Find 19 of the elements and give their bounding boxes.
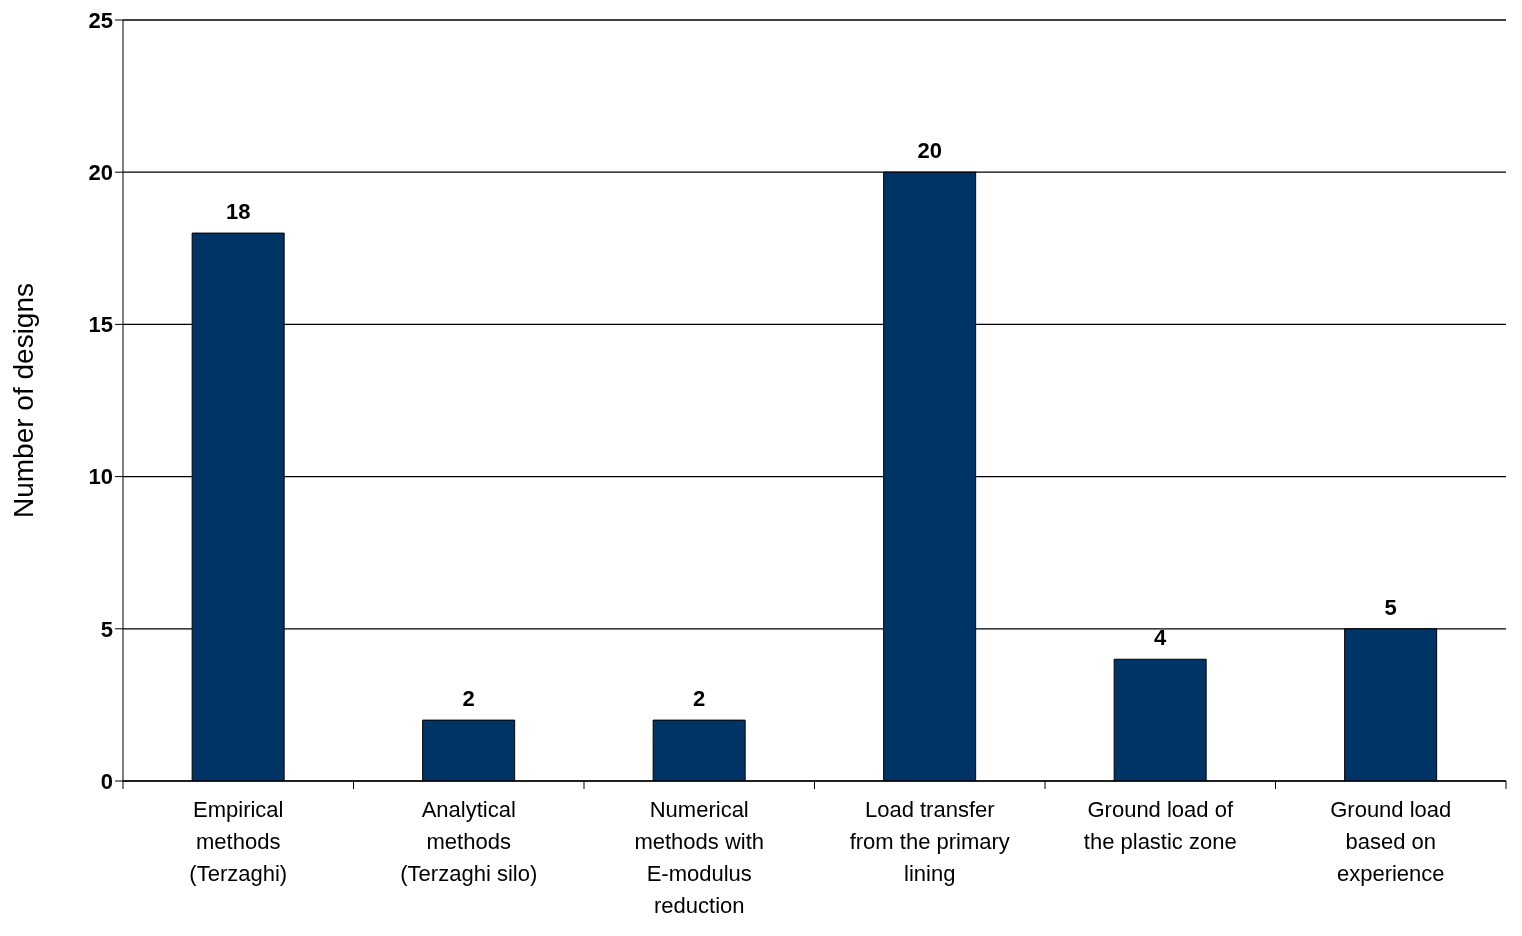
y-tick-label: 25 — [88, 7, 113, 33]
data-label: 2 — [462, 686, 475, 712]
data-label: 5 — [1384, 594, 1397, 620]
y-tick-label: 5 — [100, 616, 113, 642]
data-label: 2 — [693, 686, 706, 712]
data-label: 4 — [1154, 625, 1168, 651]
y-axis-title: Number of designs — [7, 282, 39, 519]
data-label: 18 — [225, 199, 251, 225]
x-tick-label: Numerical methods with E-modulus reduction — [634, 797, 765, 918]
x-tick-label: Empirical methods (Terzaghi) — [189, 797, 288, 886]
y-tick-label: 15 — [88, 312, 113, 338]
y-tick-label: 0 — [100, 768, 113, 794]
x-tick-label: Ground load based on experience — [1330, 797, 1452, 886]
y-tick-label: 10 — [88, 464, 113, 490]
x-tick-label: Load transfer from the primary lining — [849, 797, 1010, 886]
data-label: 20 — [917, 138, 942, 164]
y-tick-label: 20 — [88, 160, 113, 186]
x-tick-label: Analytical methods (Terzaghi silo) — [400, 797, 538, 886]
x-tick-label: Ground load of the plastic zone — [1083, 797, 1237, 854]
